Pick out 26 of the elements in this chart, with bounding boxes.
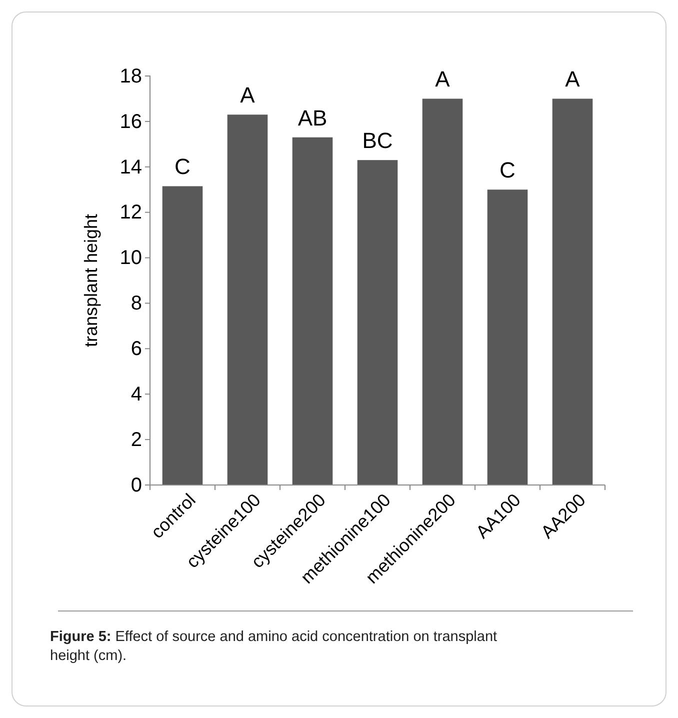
y-tick-label: 8 — [130, 292, 142, 315]
y-tick-label: 2 — [130, 428, 142, 451]
y-tick-label: 10 — [120, 247, 142, 270]
y-tick-label: 16 — [120, 110, 142, 133]
bar — [552, 98, 593, 485]
annotation: C — [500, 158, 516, 183]
caption: Figure 5: Effect of source and amino acid concentration on transplant height (cm). — [50, 629, 498, 664]
annotation: BC — [362, 128, 393, 154]
annotation: A — [435, 66, 450, 92]
bar — [357, 160, 398, 485]
y-tick-label: 4 — [130, 384, 142, 406]
bar — [227, 114, 268, 485]
annotation: A — [565, 66, 580, 92]
y-tick-label: 0 — [130, 474, 142, 496]
y-axis-title: transplant height — [81, 214, 101, 348]
y-tick-label: 6 — [130, 338, 142, 360]
bar — [292, 137, 333, 485]
annotation: C — [174, 154, 191, 180]
bar — [162, 186, 203, 485]
bar — [487, 190, 528, 485]
annotation: AB — [298, 105, 328, 130]
annotation: A — [240, 82, 256, 108]
y-tick-label: 14 — [120, 156, 142, 178]
bar — [422, 98, 463, 485]
y-tick-label: 12 — [120, 202, 142, 224]
y-tick-label: 18 — [120, 65, 142, 88]
